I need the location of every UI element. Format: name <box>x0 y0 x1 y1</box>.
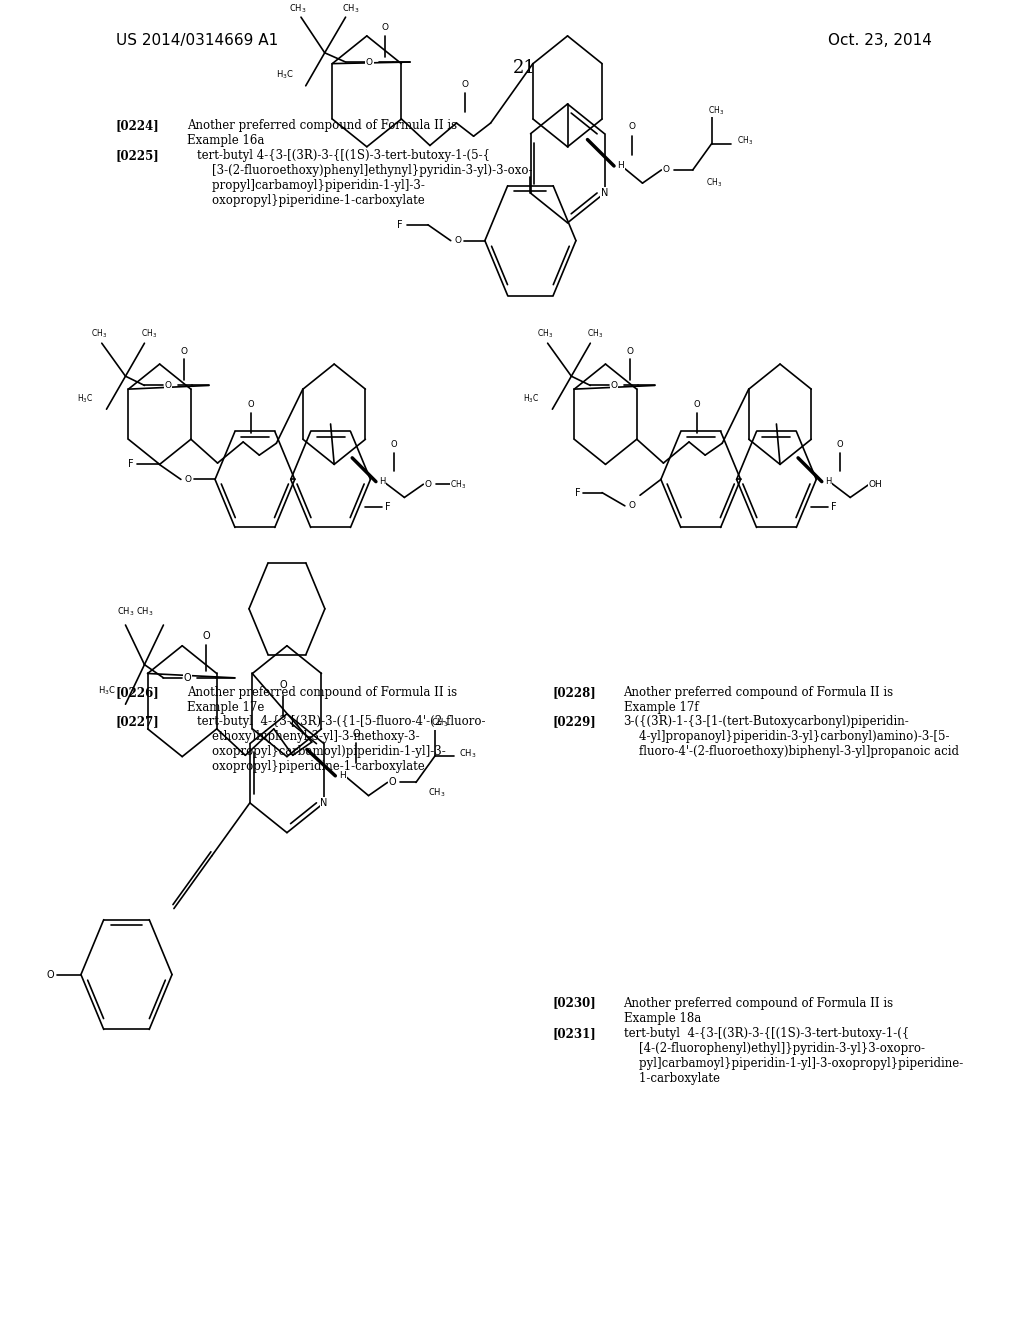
Text: CH$_3$: CH$_3$ <box>431 717 449 729</box>
Text: [0231]: [0231] <box>552 1027 596 1040</box>
Text: Another preferred compound of Formula II is
Example 17e: Another preferred compound of Formula II… <box>187 686 458 714</box>
Text: O: O <box>462 81 469 90</box>
Text: O: O <box>388 777 396 788</box>
Text: O: O <box>203 631 210 640</box>
Text: O: O <box>248 400 255 409</box>
Text: O: O <box>629 121 636 131</box>
Text: CH$_3$: CH$_3$ <box>460 747 477 759</box>
Text: CH$_3$: CH$_3$ <box>537 327 553 341</box>
Text: O: O <box>663 165 670 174</box>
Text: O: O <box>390 440 397 449</box>
Text: O: O <box>47 970 54 979</box>
Text: O: O <box>366 58 373 66</box>
Text: 21: 21 <box>512 59 536 78</box>
Text: [0230]: [0230] <box>552 997 596 1010</box>
Text: F: F <box>385 502 391 512</box>
Text: CH$_3$: CH$_3$ <box>709 104 725 116</box>
Text: O: O <box>694 400 700 409</box>
Text: CH$_3$: CH$_3$ <box>117 606 134 618</box>
Text: OH: OH <box>869 479 883 488</box>
Text: tert-butyl  4-{3-[(3R)-3-{[(1S)-3-tert-butoxy-1-({
    [4-(2-fluorophenyl)ethyl]: tert-butyl 4-{3-[(3R)-3-{[(1S)-3-tert-bu… <box>624 1027 963 1085</box>
Text: [0225]: [0225] <box>116 149 160 162</box>
Text: CH$_3$: CH$_3$ <box>141 327 158 341</box>
Text: tert-butyl  4-{3-[(3R)-3-({1-[5-fluoro-4'-(2-fluoro-
    ethoxy)biphenyl-3-yl]-3: tert-butyl 4-{3-[(3R)-3-({1-[5-fluoro-4'… <box>197 715 485 774</box>
Text: Another preferred compound of Formula II is
Example 18a: Another preferred compound of Formula II… <box>624 997 894 1024</box>
Text: CH$_3$: CH$_3$ <box>428 787 445 799</box>
Text: [0226]: [0226] <box>116 686 160 700</box>
Text: F: F <box>831 502 837 512</box>
Text: [0224]: [0224] <box>116 119 160 132</box>
Text: H: H <box>617 161 624 170</box>
Text: O: O <box>352 729 360 739</box>
Text: O: O <box>425 479 431 488</box>
Text: Oct. 23, 2014: Oct. 23, 2014 <box>828 33 932 48</box>
Text: O: O <box>165 381 172 389</box>
Text: H: H <box>825 477 831 486</box>
Text: [0229]: [0229] <box>552 715 596 729</box>
Text: US 2014/0314669 A1: US 2014/0314669 A1 <box>116 33 279 48</box>
Text: H: H <box>379 477 386 486</box>
Text: F: F <box>396 220 402 230</box>
Text: O: O <box>280 680 287 690</box>
Text: O: O <box>610 381 617 389</box>
Text: Another preferred compound of Formula II is
Example 17f: Another preferred compound of Formula II… <box>624 686 894 714</box>
Text: F: F <box>574 487 581 498</box>
Text: O: O <box>183 673 190 682</box>
Text: N: N <box>601 189 608 198</box>
Text: O: O <box>455 236 462 246</box>
Text: O: O <box>181 347 187 355</box>
Text: F: F <box>128 458 133 469</box>
Text: [0227]: [0227] <box>116 715 160 729</box>
Text: O: O <box>627 347 634 355</box>
Text: tert-butyl 4-{3-[(3R)-3-{[(1S)-3-tert-butoxy-1-(5-{
    [3-(2-fluoroethoxy)pheny: tert-butyl 4-{3-[(3R)-3-{[(1S)-3-tert-bu… <box>197 149 532 207</box>
Text: H: H <box>340 771 346 780</box>
Text: CH$_3$: CH$_3$ <box>91 327 106 341</box>
Text: H$_3$C: H$_3$C <box>275 69 294 82</box>
Text: 3-({(3R)-1-{3-[1-(tert-Butoxycarbonyl)piperidin-
    4-yl]propanoyl}piperidin-3-: 3-({(3R)-1-{3-[1-(tert-Butoxycarbonyl)pi… <box>624 715 958 759</box>
Text: O: O <box>837 440 843 449</box>
Text: O: O <box>185 475 191 484</box>
Text: CH$_3$: CH$_3$ <box>706 177 722 189</box>
Text: H$_3$C: H$_3$C <box>523 392 540 405</box>
Text: N: N <box>321 799 328 808</box>
Text: H$_3$C: H$_3$C <box>97 685 116 697</box>
Text: CH$_3$: CH$_3$ <box>451 478 467 491</box>
Text: CH$_3$: CH$_3$ <box>587 327 603 341</box>
Text: O: O <box>629 502 636 511</box>
Text: H$_3$C: H$_3$C <box>78 392 94 405</box>
Text: [0228]: [0228] <box>552 686 596 700</box>
Text: CH$_3$: CH$_3$ <box>290 3 307 16</box>
Text: CH$_3$: CH$_3$ <box>342 3 360 16</box>
Text: O: O <box>382 24 389 32</box>
Text: CH$_3$: CH$_3$ <box>737 135 753 147</box>
Text: CH$_3$: CH$_3$ <box>136 606 154 618</box>
Text: Another preferred compound of Formula II is
Example 16a: Another preferred compound of Formula II… <box>187 119 458 147</box>
